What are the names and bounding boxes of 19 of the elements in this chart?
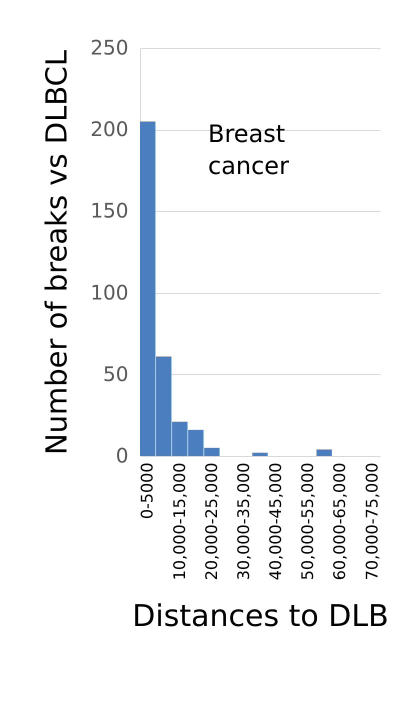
x-tick-label: 10,000-15,000: [170, 462, 189, 580]
x-tick-label: 60,000-65,000: [330, 462, 350, 580]
y-tick-label: 0: [116, 444, 128, 468]
y-tick-label: 50: [103, 362, 128, 386]
y-axis-title: Number of breaks vs DLBCL: [39, 50, 74, 456]
bar: [252, 452, 268, 456]
x-tick-label: 40,000-45,000: [266, 462, 286, 580]
x-tick-label: 50,000-55,000: [298, 462, 318, 580]
x-tick-label: 70,000-75,000: [362, 462, 382, 580]
x-tick-label: 30,000-35,000: [234, 462, 253, 580]
x-tick-label: 20,000-25,000: [202, 462, 221, 580]
bar: [316, 449, 332, 456]
x-axis-title: Distances to DLB: [132, 599, 389, 634]
y-tick-label: 250: [90, 36, 128, 60]
y-tick-label: 150: [90, 198, 128, 223]
annotation: Breast cancer: [208, 120, 290, 180]
y-tick-label: 200: [90, 117, 128, 142]
y-tick-label: 100: [90, 280, 128, 304]
x-tick-label: 0-5000: [138, 462, 157, 520]
